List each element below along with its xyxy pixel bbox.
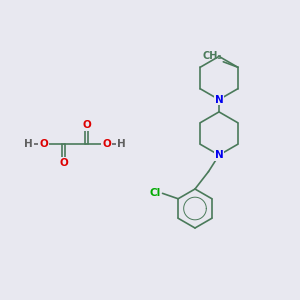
Text: H: H bbox=[24, 139, 33, 149]
Text: O: O bbox=[59, 158, 68, 168]
Text: O: O bbox=[102, 139, 111, 149]
Text: Cl: Cl bbox=[150, 188, 161, 198]
Text: H: H bbox=[117, 139, 126, 149]
Text: CH₃: CH₃ bbox=[203, 51, 222, 61]
Text: N: N bbox=[214, 150, 224, 160]
Text: N: N bbox=[214, 94, 224, 105]
Text: O: O bbox=[82, 120, 91, 130]
Text: O: O bbox=[39, 139, 48, 149]
